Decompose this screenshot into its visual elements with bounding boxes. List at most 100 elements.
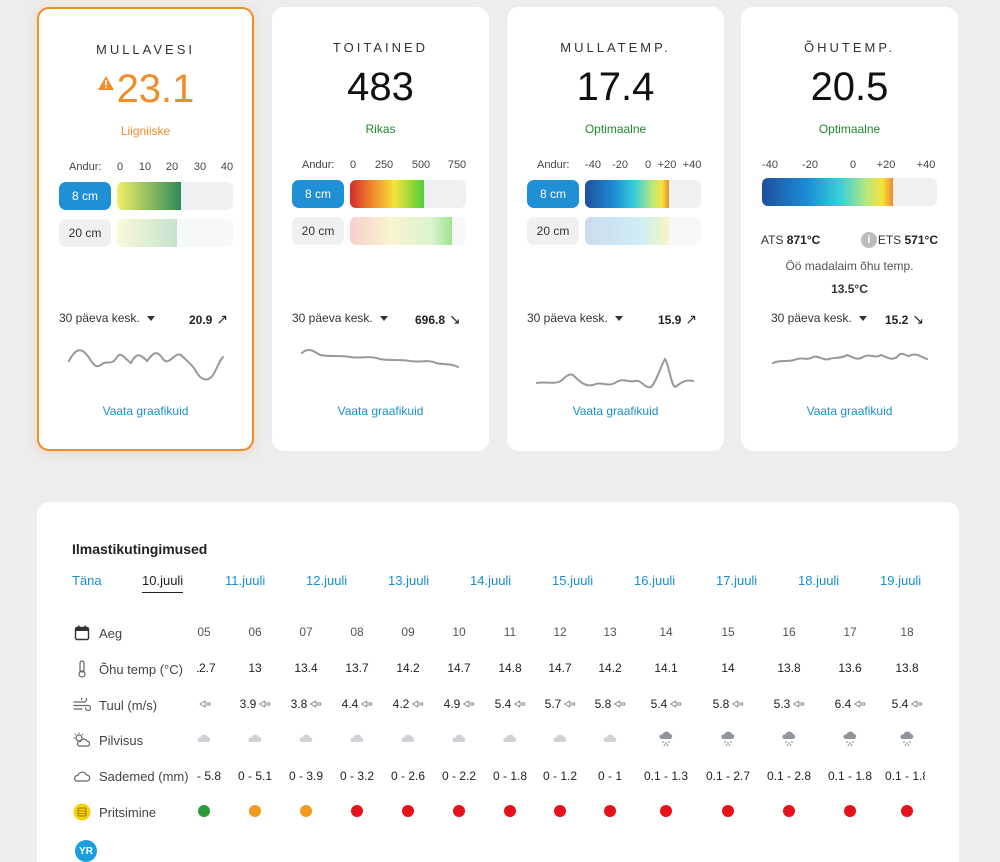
scale-tick: 10 [138, 161, 152, 173]
day-tab[interactable]: 11.juuli [225, 573, 266, 588]
day-tab[interactable]: 14.juuli [470, 573, 512, 588]
cloud-cell [502, 730, 518, 748]
precip-cell: 0 - 2.2 [441, 769, 477, 783]
spray-status-dot [453, 805, 465, 817]
precip-cell: 0 - 5.8 [197, 769, 222, 783]
average-period-select[interactable]: 30 päeva kesk. [59, 311, 155, 325]
depth-8cm-button[interactable]: 8 cm [527, 180, 579, 208]
sensor-scale: Andur: 0 10 20 30 40 [69, 161, 239, 175]
wind-cell: 4.2 [393, 695, 424, 713]
night-min-value: 13.5°C [831, 282, 868, 296]
temp-cell: 12.7 [197, 661, 216, 675]
spray-cell [783, 802, 795, 820]
cloud-icon [552, 732, 568, 747]
card-title: TOITAINED [332, 40, 429, 55]
wind-direction-icon [358, 697, 372, 711]
day-tab[interactable]: 15.juuli [552, 573, 594, 588]
moisture-bar-8cm [117, 182, 233, 210]
scale-tick: +20 [657, 159, 677, 171]
trend-up-icon: ↗ [685, 311, 698, 327]
card-value: 17.4 [576, 65, 655, 109]
hour-cell: 07 [299, 625, 313, 639]
depth-20cm-button[interactable]: 20 cm [292, 217, 344, 245]
spray-status-dot [660, 805, 672, 817]
precip-cell: 0 - 5.1 [237, 769, 273, 783]
soil-moisture-card[interactable]: MULLAVESI 23.1 Liigniiske Andur: 0 10 20… [37, 7, 254, 451]
hour-cell: 13 [603, 625, 617, 639]
precip-cell: 0.1 - 1.3 [643, 769, 689, 783]
day-tab-today[interactable]: Täna [72, 573, 102, 588]
temp-cell: 13.8 [895, 661, 919, 675]
average-period-select[interactable]: 30 päeva kesk. [527, 311, 623, 325]
wind-cell: 5.4 [892, 695, 923, 713]
card-title: MULLAVESI [95, 42, 195, 57]
sparkline [772, 352, 928, 364]
average-value: 696.8 ↘ [415, 311, 461, 328]
day-tab[interactable]: 17.juuli [716, 573, 758, 588]
day-tab[interactable]: 19.juuli [880, 573, 922, 588]
average-period-select[interactable]: 30 päeva kesk. [292, 311, 388, 325]
cloud-cell [899, 730, 915, 748]
cloud-cell [247, 730, 263, 748]
day-tab[interactable]: 10.juuli [142, 573, 184, 593]
scale-tick: -40 [762, 159, 778, 171]
row-label-cloud: Pilvisus [73, 730, 143, 750]
day-tab[interactable]: 16.juuli [634, 573, 676, 588]
yr-logo[interactable]: YR [75, 840, 97, 862]
bar-fill [585, 217, 669, 245]
day-tab[interactable]: 13.juuli [388, 573, 430, 588]
wind-direction-icon [611, 697, 625, 711]
hour-cell: 05 [197, 625, 211, 639]
cloud-cell [602, 730, 618, 748]
precip-cell: 0.1 - 2.8 [766, 769, 812, 783]
info-icon[interactable]: i [861, 232, 877, 248]
card-status: Rikas [365, 122, 396, 136]
view-charts-link[interactable]: Vaata graafikuid [102, 404, 189, 418]
hour-cell: 06 [248, 625, 262, 639]
spray-status-dot [604, 805, 616, 817]
cloud-cell [658, 730, 674, 748]
cloud-cell [451, 730, 467, 748]
thermometer-icon [73, 660, 91, 678]
spray-cell [844, 802, 856, 820]
wind-cell: 5.7 [545, 695, 576, 713]
depth-20cm-button[interactable]: 20 cm [59, 219, 111, 247]
wind-value: 5.4 [650, 697, 668, 711]
depth-20cm-button[interactable]: 20 cm [527, 217, 579, 245]
depth-8cm-button[interactable]: 8 cm [292, 180, 344, 208]
caret-down-icon [614, 316, 623, 322]
average-period-select[interactable]: 30 päeva kesk. [771, 311, 867, 325]
day-tab[interactable]: 18.juuli [798, 573, 840, 588]
scale-label: Andur: [302, 159, 335, 171]
temp-cell: 14.1 [654, 661, 678, 675]
spray-status-dot [249, 805, 261, 817]
hour-cell: 17 [843, 625, 857, 639]
view-charts-link[interactable]: Vaata graafikuid [806, 404, 893, 418]
day-tab[interactable]: 12.juuli [306, 573, 348, 588]
air-temp-card[interactable]: ÕHUTEMP. 20.5 Optimaalne -40 -20 0 +20 +… [741, 7, 958, 451]
soil-temp-card[interactable]: MULLATEMP. 17.4 Optimaalne Andur: -40 -2… [507, 7, 724, 451]
trend-down-icon: ↘ [912, 311, 925, 327]
temp-cell: 14.7 [548, 661, 572, 675]
view-charts-link[interactable]: Vaata graafikuid [572, 404, 659, 418]
depth-8cm-button[interactable]: 8 cm [59, 182, 111, 210]
spray-cell [554, 802, 566, 820]
wind-cell: 6.4 [835, 695, 866, 713]
scale-label: Andur: [69, 161, 102, 173]
wind-value: 5.8 [594, 697, 612, 711]
trend-down-icon: ↘ [449, 311, 461, 327]
moisture-bar-20cm [117, 219, 233, 247]
average-value-text: 15.2 [885, 313, 909, 327]
scale-tick: 0 [349, 159, 357, 171]
nutrients-card[interactable]: TOITAINED 483 Rikas Andur: 0 250 500 750… [272, 7, 489, 451]
precip-cell: 0.1 - 1.8 [827, 769, 873, 783]
scale-tick: 0 [116, 161, 124, 173]
view-charts-link[interactable]: Vaata graafikuid [337, 404, 424, 418]
spray-cell [901, 802, 913, 820]
wind-value: 4.2 [392, 697, 410, 711]
scale-tick: 20 [165, 161, 179, 173]
card-status: Liigniiske [120, 124, 171, 138]
precip-cell: 0.1 - 2.7 [705, 769, 751, 783]
precip-cell: 0 - 1.2 [542, 769, 578, 783]
hour-cell: 12 [553, 625, 567, 639]
